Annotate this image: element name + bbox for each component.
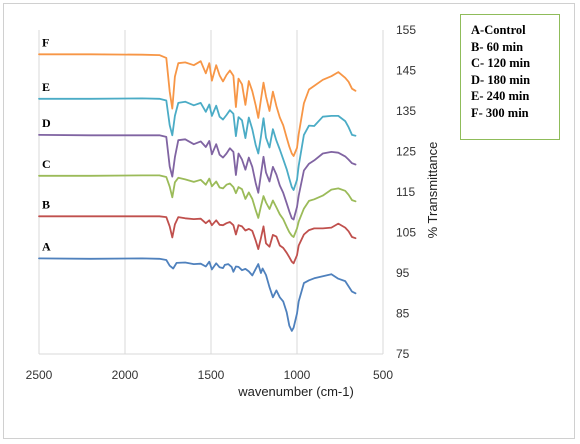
legend: A-Control B- 60 min C- 120 min D- 180 mi…	[460, 14, 560, 140]
legend-item-d: D- 180 min	[471, 72, 531, 87]
legend-item-c: C- 120 min	[471, 56, 531, 71]
y-tick-115: 115	[396, 185, 415, 199]
series-b-line	[38, 215, 357, 265]
legend-item-f: F- 300 min	[471, 105, 529, 120]
legend-item-a: A-Control	[471, 23, 526, 37]
curve-labels: A B C D E F	[42, 35, 51, 253]
y-tick-75: 75	[396, 347, 410, 361]
curve-label-f: F	[42, 35, 49, 49]
curve-label-c: C	[42, 157, 51, 171]
series-a-line	[38, 257, 357, 332]
y-tick-105: 105	[396, 226, 416, 240]
x-tick-2500: 2500	[26, 368, 53, 382]
y-tick-135: 135	[396, 104, 416, 118]
x-tick-1000: 1000	[284, 368, 311, 382]
y-tick-85: 85	[396, 307, 410, 321]
x-tick-500: 500	[373, 368, 393, 382]
x-axis-title: wavenumber (cm-1)	[237, 384, 354, 399]
y-axis-title: % Transmittance	[425, 142, 440, 239]
curve-label-d: D	[42, 116, 51, 130]
y-tick-95: 95	[396, 266, 410, 280]
x-tick-2000: 2000	[112, 368, 139, 382]
y-tick-145: 145	[396, 64, 416, 78]
series-e-line	[38, 97, 357, 191]
series-d-line	[38, 134, 357, 221]
x-tick-1500: 1500	[198, 368, 225, 382]
curve-label-e: E	[42, 80, 50, 94]
vertical-gridlines	[38, 30, 384, 355]
series-c-line	[38, 174, 357, 238]
y-tick-125: 125	[396, 145, 416, 159]
series-curves	[38, 53, 357, 332]
curve-label-b: B	[42, 197, 50, 211]
legend-item-b: B- 60 min	[471, 39, 524, 54]
curve-label-a: A	[42, 239, 51, 253]
y-tick-labels: 75 85 95 105 115 125 135 145 155	[396, 23, 416, 361]
series-f-line	[38, 53, 357, 157]
legend-item-e: E- 240 min	[471, 89, 530, 104]
x-tick-labels: 2500 2000 1500 1000 500	[26, 368, 394, 382]
y-tick-155: 155	[396, 23, 416, 37]
